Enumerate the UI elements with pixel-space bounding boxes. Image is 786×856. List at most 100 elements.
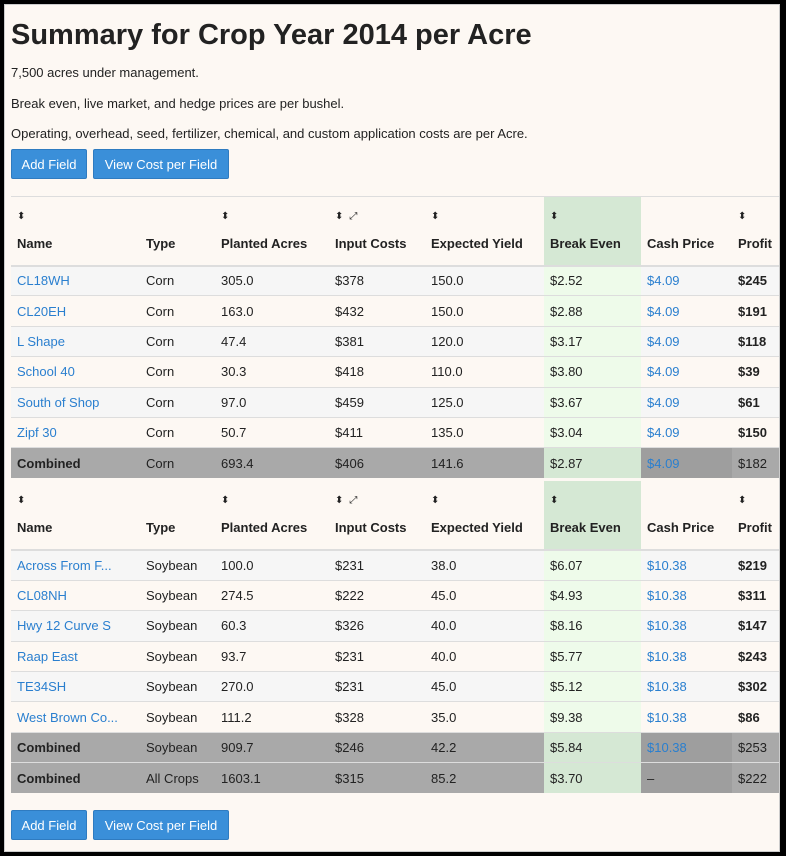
cell-yield: 38.0 [425, 549, 544, 581]
cell-breakeven: $2.87 [544, 447, 641, 479]
cell-type: Soybean [140, 610, 215, 642]
cell-cash[interactable]: $4.09 [641, 295, 732, 327]
cell-input: $222 [329, 579, 425, 611]
col-input[interactable]: Input Costs [329, 506, 425, 551]
sort-input-icon[interactable]: ⬍ ⤢ [335, 495, 358, 506]
col-cash[interactable]: Cash Price [641, 506, 732, 551]
cell-cash[interactable]: $10.38 [641, 610, 732, 642]
sort-yield-icon[interactable]: ⬍ [431, 210, 440, 222]
col-yield[interactable]: Expected Yield [425, 221, 544, 267]
col-yield[interactable]: Expected Yield [425, 506, 544, 551]
cell-breakeven: $5.12 [544, 671, 641, 702]
corn-table: ⬍ ⬍ ⬍ ⤢ ⬍ ⬍ ⬍ Name Type Planted Acres Inp… [11, 196, 779, 479]
view-cost-button-bottom[interactable]: View Cost per Field [93, 810, 229, 840]
combined-row: Combined Soybean 909.7 $246 42.2 $5.84 $10.38 $… [11, 731, 779, 763]
cell-breakeven: $3.80 [544, 356, 641, 388]
cell-yield: 85.2 [425, 762, 544, 794]
sort-acres-icon[interactable]: ⬍ [221, 495, 230, 506]
sort-profit-icon[interactable]: ⬍ [738, 495, 747, 506]
cell-cash[interactable]: $10.38 [641, 640, 732, 672]
col-type[interactable]: Type [140, 221, 215, 267]
sort-breakeven-icon[interactable]: ⬍ [544, 196, 641, 222]
combined-row: Combined Corn 693.4 $406 141.6 $2.87 $4.09 $182 [11, 447, 779, 479]
cell-name[interactable]: Hwy 12 Curve S [11, 610, 140, 642]
cell-name[interactable]: L Shape [11, 325, 140, 357]
cell-breakeven: $8.16 [544, 610, 641, 642]
cell-name[interactable]: CL20EH [11, 295, 140, 327]
col-profit[interactable]: Profit [732, 221, 779, 267]
cell-name[interactable]: Zipf 30 [11, 416, 140, 448]
cell-cash[interactable]: $4.09 [641, 325, 732, 357]
sort-name-icon[interactable]: ⬍ [17, 495, 26, 506]
cell-cash[interactable]: $10.38 [641, 701, 732, 733]
col-type[interactable]: Type [140, 506, 215, 551]
cell-name: Combined [11, 731, 140, 763]
cell-input: $328 [329, 701, 425, 733]
col-input[interactable]: Input Costs [329, 221, 425, 267]
cell-name[interactable]: Across From F... [11, 549, 140, 581]
cell-cash[interactable]: $4.09 [641, 447, 732, 479]
cell-name[interactable]: Raap East [11, 640, 140, 672]
expand-icon[interactable]: ⤢ [349, 210, 358, 222]
cell-cash[interactable]: $4.09 [641, 386, 732, 418]
add-field-button-bottom[interactable]: Add Field [11, 810, 87, 840]
cell-name[interactable]: CL18WH [11, 264, 140, 296]
col-breakeven[interactable]: Break Even [544, 221, 641, 267]
cell-name[interactable]: South of Shop [11, 386, 140, 418]
cell-breakeven: $5.77 [544, 640, 641, 672]
cell-acres: 97.0 [215, 386, 329, 418]
cell-breakeven: $5.84 [544, 731, 641, 763]
cell-profit: $253 [732, 731, 779, 763]
page-title: Summary for Crop Year 2014 per Acre [11, 19, 532, 51]
sort-acres-icon[interactable]: ⬍ [221, 210, 230, 222]
cell-cash[interactable]: $10.38 [641, 579, 732, 611]
cell-name[interactable]: School 40 [11, 356, 140, 388]
cell-yield: 125.0 [425, 386, 544, 418]
cell-profit: $302 [732, 671, 779, 702]
cell-name[interactable]: CL08NH [11, 579, 140, 611]
cell-yield: 141.6 [425, 447, 544, 479]
expand-icon[interactable]: ⤢ [349, 495, 358, 506]
cell-cash[interactable]: $4.09 [641, 356, 732, 388]
cell-profit: $86 [732, 701, 779, 733]
cell-name[interactable]: West Brown Co... [11, 701, 140, 733]
table-row: South of Shop Corn 97.0 $459 125.0 $3.67 $4.09… [11, 386, 779, 418]
add-field-button[interactable]: Add Field [11, 149, 87, 179]
cell-cash[interactable]: $4.09 [641, 416, 732, 448]
cell-type: Corn [140, 356, 215, 388]
cell-cash[interactable]: $4.09 [641, 264, 732, 296]
cell-breakeven: $3.17 [544, 325, 641, 357]
sort-yield-icon[interactable]: ⬍ [431, 495, 440, 506]
cell-name[interactable]: TE34SH [11, 671, 140, 702]
col-acres[interactable]: Planted Acres [215, 506, 329, 551]
col-breakeven[interactable]: Break Even [544, 506, 641, 551]
table-row: TE34SH Soybean 270.0 $231 45.0 $5.12 $10.38 $30… [11, 671, 779, 702]
sort-input-icon[interactable]: ⬍ ⤢ [335, 210, 358, 222]
cell-yield: 42.2 [425, 731, 544, 763]
cell-profit: $243 [732, 640, 779, 672]
cell-input: $246 [329, 731, 425, 763]
col-name[interactable]: Name [11, 221, 140, 267]
cell-input: $406 [329, 447, 425, 479]
sort-name-icon[interactable]: ⬍ [17, 210, 26, 222]
cell-acres: 47.4 [215, 325, 329, 357]
sort-breakeven-icon[interactable]: ⬍ [544, 481, 641, 506]
cell-input: $326 [329, 610, 425, 642]
cell-acres: 163.0 [215, 295, 329, 327]
cell-cash[interactable]: $10.38 [641, 549, 732, 581]
col-cash[interactable]: Cash Price [641, 221, 732, 267]
cell-input: $432 [329, 295, 425, 327]
cell-profit: $219 [732, 549, 779, 581]
sort-profit-icon[interactable]: ⬍ [738, 210, 747, 222]
cell-input: $231 [329, 549, 425, 581]
table-row: Hwy 12 Curve S Soybean 60.3 $326 40.0 $8.16 $1… [11, 610, 779, 642]
col-profit[interactable]: Profit [732, 506, 779, 551]
col-name[interactable]: Name [11, 506, 140, 551]
cell-cash[interactable]: $10.38 [641, 671, 732, 702]
table-row: CL08NH Soybean 274.5 $222 45.0 $4.93 $10.38 $31… [11, 579, 779, 611]
view-cost-button[interactable]: View Cost per Field [93, 149, 229, 179]
col-acres[interactable]: Planted Acres [215, 221, 329, 267]
cell-cash[interactable]: $10.38 [641, 731, 732, 763]
cell-acres: 111.2 [215, 701, 329, 733]
combined-row: Combined All Crops 1603.1 $315 85.2 $3.70– $22… [11, 762, 779, 794]
